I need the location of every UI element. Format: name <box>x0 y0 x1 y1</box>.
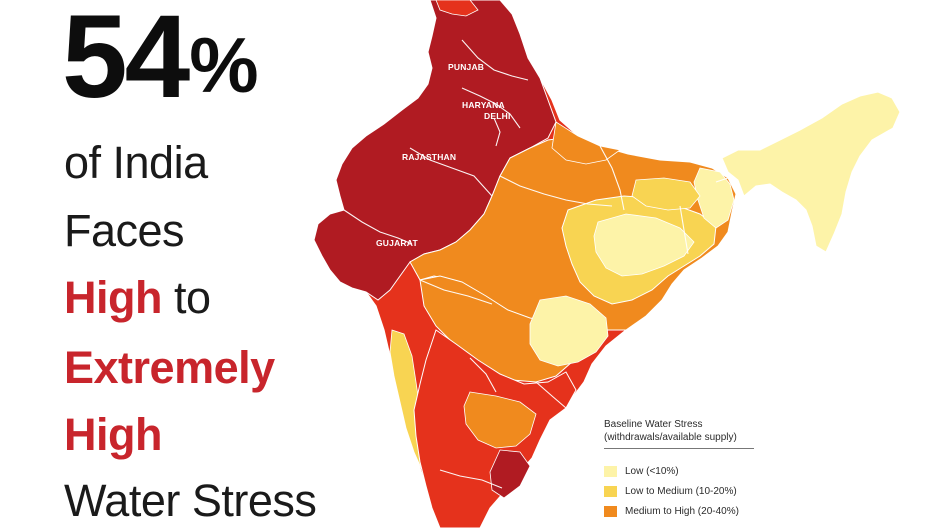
label-delhi: DELHI <box>484 111 511 121</box>
label-gujarat: GUJARAT <box>376 238 418 248</box>
headline-line-extremely: Extremely <box>64 342 275 393</box>
headline-line-water-stress: Water Stress <box>64 475 317 526</box>
legend-item-low-medium: Low to Medium (10-20%) <box>604 481 764 501</box>
headline-line-of-india: of India <box>64 137 208 188</box>
legend-subtitle: (withdrawals/available supply) <box>604 432 737 443</box>
state-borders <box>343 39 729 489</box>
legend-item-low: Low (<10%) <box>604 461 764 481</box>
region-tn-extreme <box>489 449 531 499</box>
label-punjab: PUNJAB <box>448 62 484 72</box>
legend-label-medium-high: Medium to High (20-40%) <box>625 505 739 517</box>
legend-swatch-low-medium <box>604 485 617 497</box>
region-deccan-yellow <box>529 295 609 367</box>
legend-title: Baseline Water Stress <box>604 419 703 430</box>
label-haryana: HARYANA <box>462 100 505 110</box>
region-northeast <box>721 91 901 253</box>
headline-line-high-to: High to <box>64 275 211 320</box>
region-north-orange <box>551 121 621 165</box>
headline-high-emphasis: High <box>64 272 162 323</box>
headline-percent-value: 54 <box>62 0 190 123</box>
headline-line-high: High <box>64 409 162 460</box>
headline-line-faces: Faces <box>64 205 185 256</box>
legend-swatch-medium-high <box>604 505 617 517</box>
region-northwest-extreme <box>313 0 557 301</box>
legend-divider <box>604 448 754 449</box>
headline-to: to <box>161 272 211 323</box>
legend-label-low-medium: Low to Medium (10-20%) <box>625 485 737 497</box>
region-east-pale <box>593 213 695 277</box>
headline-percent: 54% <box>62 0 259 116</box>
region-jharkhand-yellow <box>631 177 701 211</box>
headline-percent-sign: % <box>189 21 259 109</box>
legend-label-low: Low (<10%) <box>625 465 679 477</box>
region-south-orange <box>463 391 537 449</box>
map-legend: Baseline Water Stress (withdrawals/avail… <box>604 418 764 521</box>
legend-swatch-low <box>604 465 617 477</box>
legend-item-medium-high: Medium to High (20-40%) <box>604 501 764 521</box>
region-kashmir <box>435 0 479 17</box>
label-rajasthan: RAJASTHAN <box>402 152 456 162</box>
